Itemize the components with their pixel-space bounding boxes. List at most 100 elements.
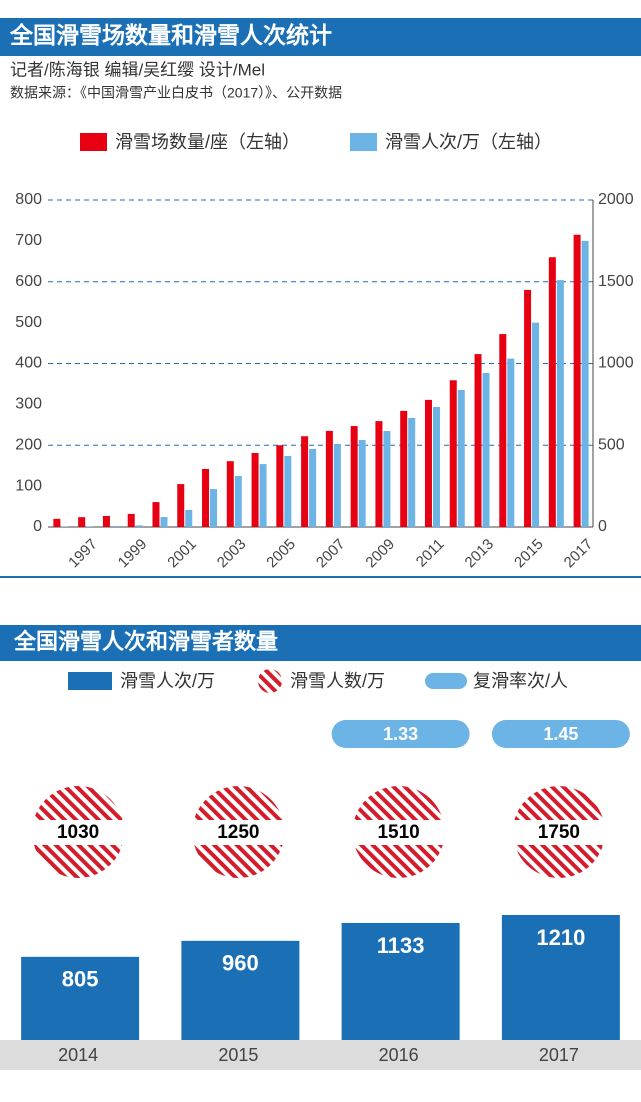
x-tick-label: 2014 bbox=[58, 1045, 98, 1065]
bar bbox=[325, 430, 333, 527]
data-label: 1133 bbox=[377, 933, 425, 958]
bar bbox=[408, 417, 416, 527]
bar bbox=[127, 513, 135, 527]
header-bar bbox=[0, 625, 641, 661]
chart-title: 全国滑雪人次和滑雪者数量 bbox=[13, 629, 278, 654]
data-label: 1030 bbox=[57, 822, 99, 843]
bar bbox=[432, 406, 440, 527]
bar bbox=[581, 240, 589, 527]
x-tick-label: 2005 bbox=[263, 536, 299, 572]
bar bbox=[135, 525, 143, 527]
y2-tick-label: 1500 bbox=[598, 273, 634, 290]
bar bbox=[424, 399, 432, 527]
y2-tick-label: 1000 bbox=[598, 355, 634, 372]
bar bbox=[284, 456, 292, 527]
bar bbox=[110, 526, 118, 527]
x-tick-label: 2017 bbox=[561, 536, 597, 572]
data-label: 805 bbox=[62, 967, 99, 992]
x-tick-label: 1997 bbox=[65, 536, 101, 572]
bar bbox=[309, 449, 317, 527]
bar bbox=[251, 453, 259, 527]
bar bbox=[181, 940, 300, 1040]
data-label: 1.33 bbox=[383, 724, 418, 744]
legend-label: 复滑率次/人 bbox=[473, 671, 568, 691]
x-tick-label: 2016 bbox=[379, 1045, 419, 1065]
y-tick-label: 300 bbox=[15, 396, 42, 413]
pill bbox=[491, 720, 630, 748]
bar bbox=[507, 358, 515, 527]
bar bbox=[160, 517, 168, 527]
label-band bbox=[350, 820, 447, 845]
bar bbox=[532, 322, 540, 527]
x-tick-label: 2015 bbox=[511, 536, 547, 572]
bar bbox=[482, 372, 490, 527]
bar bbox=[202, 468, 210, 527]
bar bbox=[341, 922, 460, 1040]
y2-tick-label: 2000 bbox=[598, 191, 634, 208]
bar bbox=[524, 289, 532, 527]
bar bbox=[21, 956, 140, 1040]
y2-tick-label: 500 bbox=[598, 436, 625, 453]
legend-swatch bbox=[425, 673, 467, 689]
bar bbox=[53, 518, 61, 527]
y-tick-label: 500 bbox=[15, 314, 42, 331]
data-label: 1510 bbox=[377, 822, 419, 843]
x-tick-label: 2015 bbox=[218, 1045, 258, 1065]
x-tick-label: 2011 bbox=[413, 536, 448, 571]
legend-label: 滑雪人数/万 bbox=[290, 671, 385, 691]
legend-swatch bbox=[80, 133, 107, 151]
bar bbox=[474, 354, 482, 527]
x-tick-label: 2013 bbox=[462, 536, 498, 572]
y-tick-label: 100 bbox=[15, 477, 42, 494]
bar bbox=[210, 489, 218, 527]
chart-title: 全国滑雪场数量和滑雪人次统计 bbox=[9, 22, 332, 48]
bar bbox=[501, 915, 620, 1040]
y-tick-label: 0 bbox=[33, 518, 42, 535]
x-tick-label: 1999 bbox=[115, 536, 151, 572]
bar bbox=[548, 257, 556, 527]
legend-swatch bbox=[258, 669, 282, 693]
legend-label: 滑雪场数量/座（左轴） bbox=[115, 132, 300, 152]
source: 数据来源：《中国滑雪产业白皮书（2017）》、公开数据 bbox=[10, 85, 342, 101]
bar bbox=[152, 502, 160, 527]
x-tick-label: 2003 bbox=[214, 536, 250, 572]
label-band bbox=[190, 820, 287, 845]
bar bbox=[177, 484, 185, 527]
bar bbox=[259, 464, 267, 527]
x-tick-label: 2007 bbox=[313, 536, 349, 572]
bar bbox=[78, 517, 86, 527]
data-label: 1210 bbox=[536, 925, 585, 950]
legend-swatch bbox=[68, 672, 112, 690]
bar bbox=[350, 426, 358, 527]
bar bbox=[102, 515, 110, 527]
label-band bbox=[510, 820, 607, 845]
x-tick-label: 2017 bbox=[539, 1045, 579, 1065]
bar bbox=[301, 436, 309, 527]
bar bbox=[226, 461, 234, 527]
credits: 记者/陈海银 编辑/吴红缨 设计/Mel bbox=[10, 60, 265, 79]
bar bbox=[333, 443, 341, 527]
data-label: 1250 bbox=[217, 822, 259, 843]
bar bbox=[400, 410, 408, 527]
y-tick-label: 600 bbox=[15, 273, 42, 290]
y-tick-label: 400 bbox=[15, 355, 42, 372]
bar bbox=[573, 234, 581, 527]
bar bbox=[499, 334, 507, 527]
y-tick-label: 700 bbox=[15, 232, 42, 249]
data-label: 1.45 bbox=[543, 724, 578, 744]
y2-tick-label: 0 bbox=[598, 518, 607, 535]
bar bbox=[234, 475, 242, 527]
y-tick-label: 200 bbox=[15, 436, 42, 453]
legend-label: 滑雪人次/万（左轴） bbox=[385, 132, 552, 152]
data-label: 1750 bbox=[538, 822, 580, 843]
bar bbox=[383, 431, 391, 527]
year-band bbox=[0, 1040, 641, 1070]
bar bbox=[86, 526, 94, 527]
bar bbox=[457, 389, 465, 527]
bar bbox=[185, 509, 193, 527]
pill bbox=[331, 720, 470, 748]
label-band bbox=[30, 820, 127, 845]
legend-label: 滑雪人次/万 bbox=[120, 671, 215, 691]
x-tick-label: 2009 bbox=[362, 536, 398, 572]
